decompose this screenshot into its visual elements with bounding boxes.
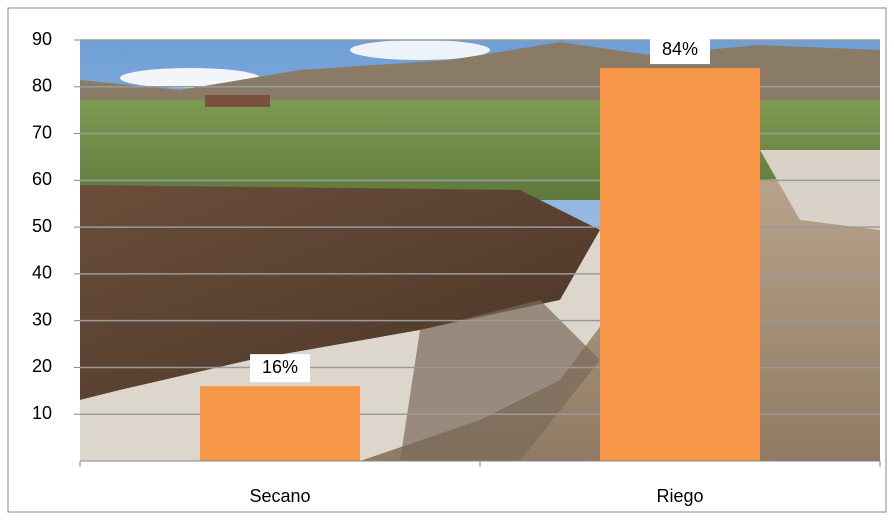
y-tick-label: 60 bbox=[32, 169, 52, 189]
y-tick-label: 90 bbox=[32, 29, 52, 49]
value-label-box bbox=[650, 36, 710, 65]
y-tick-label: 20 bbox=[32, 356, 52, 376]
y-tick-label: 10 bbox=[32, 403, 52, 423]
value-label: 16% bbox=[262, 357, 298, 377]
y-tick-label: 80 bbox=[32, 76, 52, 96]
value-label-box bbox=[250, 354, 310, 383]
x-tick-label: Secano bbox=[249, 486, 310, 506]
y-tick-label: 30 bbox=[32, 309, 52, 329]
y-tick-label: 50 bbox=[32, 216, 52, 236]
y-tick-label: 70 bbox=[32, 122, 52, 142]
bar bbox=[600, 68, 760, 462]
value-label: 84% bbox=[662, 39, 698, 59]
x-tick-label: Riego bbox=[656, 486, 703, 506]
y-tick-label: 40 bbox=[32, 263, 52, 283]
bar bbox=[200, 386, 360, 461]
